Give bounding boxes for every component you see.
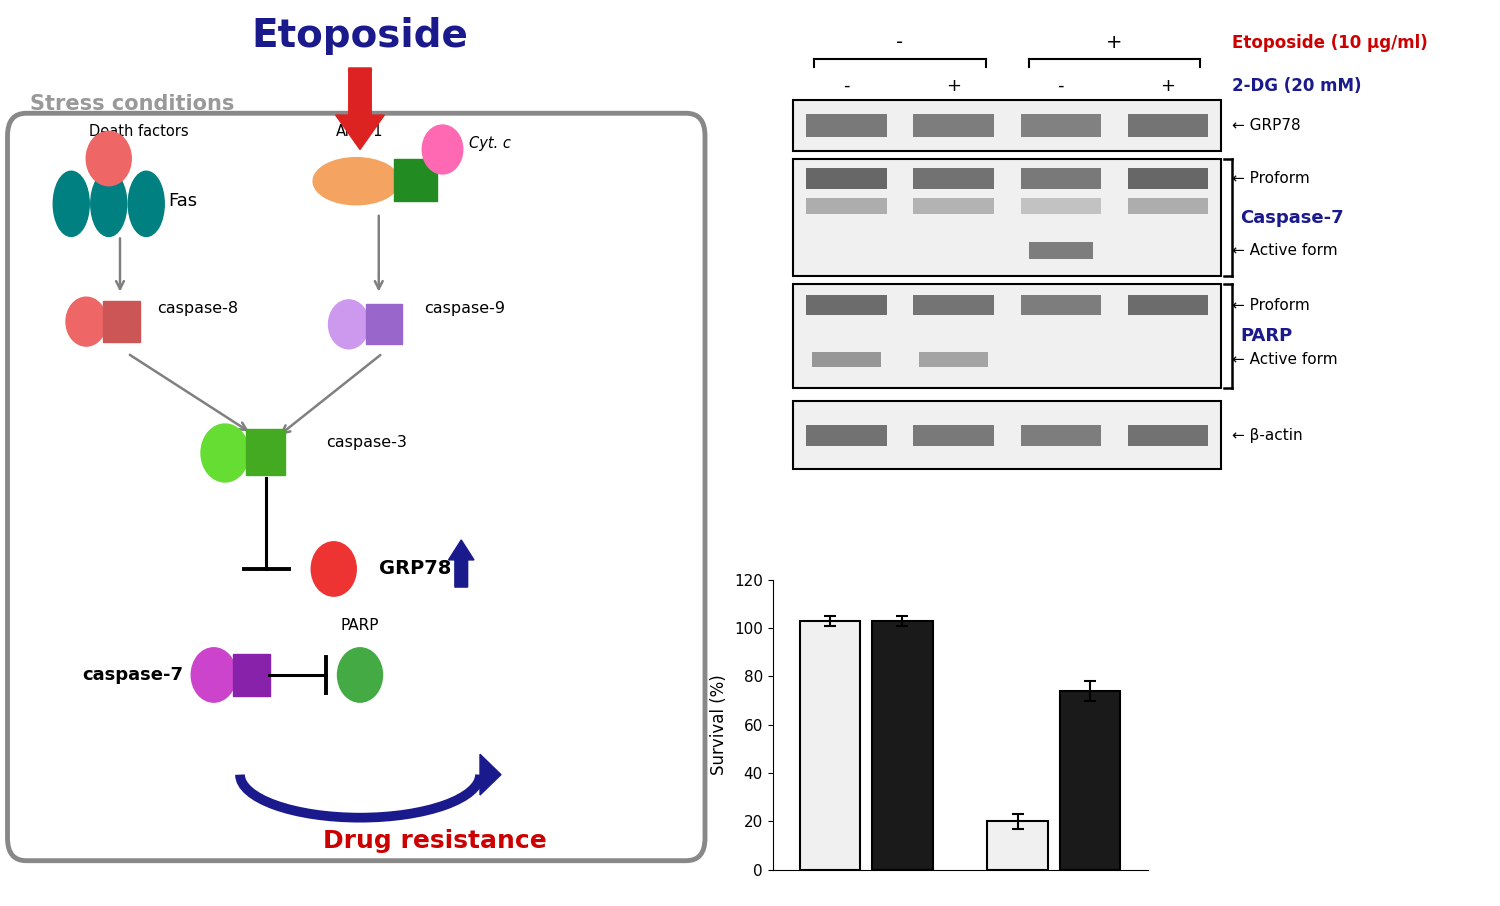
- Ellipse shape: [314, 158, 399, 205]
- Circle shape: [86, 131, 132, 186]
- Bar: [1128, 295, 1208, 315]
- Circle shape: [192, 648, 237, 702]
- Bar: [794, 401, 1221, 469]
- Bar: [794, 284, 1221, 388]
- Bar: [393, 159, 438, 201]
- Bar: [1020, 169, 1101, 188]
- Circle shape: [423, 125, 462, 174]
- Text: Death factors: Death factors: [88, 124, 189, 139]
- Text: caspase-8: caspase-8: [158, 301, 238, 315]
- Bar: [807, 425, 886, 447]
- Text: -: -: [897, 34, 903, 52]
- Bar: [794, 100, 1221, 151]
- Bar: [920, 352, 987, 367]
- Bar: [813, 352, 880, 367]
- FancyArrow shape: [480, 754, 501, 795]
- Bar: [800, 621, 861, 870]
- Text: +: +: [946, 77, 962, 95]
- Circle shape: [312, 542, 357, 596]
- Text: ← Proform: ← Proform: [1232, 171, 1310, 186]
- Bar: [1029, 242, 1094, 259]
- Bar: [807, 295, 886, 315]
- Bar: [1020, 198, 1101, 214]
- Text: caspase-9: caspase-9: [423, 301, 504, 315]
- Text: Cyt. c: Cyt. c: [468, 136, 510, 150]
- Bar: [232, 654, 270, 696]
- Text: +: +: [1106, 34, 1122, 52]
- FancyArrow shape: [448, 540, 474, 587]
- Text: caspase-7: caspase-7: [82, 666, 183, 684]
- Bar: [914, 114, 993, 137]
- Text: Fas: Fas: [168, 192, 198, 210]
- Bar: [794, 159, 1221, 276]
- Text: PARP: PARP: [340, 618, 380, 632]
- Bar: [807, 198, 886, 214]
- Text: caspase-3: caspase-3: [327, 435, 406, 449]
- Text: +: +: [1161, 77, 1176, 95]
- Bar: [1059, 691, 1120, 870]
- Ellipse shape: [90, 171, 126, 236]
- Bar: [1128, 425, 1208, 447]
- Text: -: -: [1058, 77, 1064, 95]
- Ellipse shape: [128, 171, 165, 236]
- Bar: [1020, 114, 1101, 137]
- Text: Afap-1: Afap-1: [336, 124, 384, 139]
- Text: -: -: [843, 77, 849, 95]
- Bar: [987, 822, 1048, 870]
- Bar: [914, 295, 993, 315]
- Text: ← β-actin: ← β-actin: [1232, 429, 1304, 443]
- Ellipse shape: [54, 171, 90, 236]
- Bar: [1128, 114, 1208, 137]
- Bar: [807, 114, 886, 137]
- Text: GRP78: GRP78: [378, 560, 452, 578]
- Bar: [104, 301, 140, 342]
- Circle shape: [338, 648, 382, 702]
- Bar: [807, 169, 886, 188]
- Text: Drug resistance: Drug resistance: [322, 829, 548, 853]
- Y-axis label: Survival (%): Survival (%): [711, 674, 729, 776]
- Text: Stress conditions: Stress conditions: [30, 94, 234, 114]
- Text: Etoposide: Etoposide: [252, 17, 468, 55]
- Bar: [246, 429, 285, 475]
- Bar: [914, 169, 993, 188]
- Bar: [1128, 198, 1208, 214]
- Text: ← Proform: ← Proform: [1232, 298, 1310, 313]
- Text: ← Active form: ← Active form: [1232, 352, 1338, 367]
- Circle shape: [66, 297, 106, 346]
- Text: ← Active form: ← Active form: [1232, 244, 1338, 258]
- FancyBboxPatch shape: [8, 113, 705, 861]
- Text: Caspase-7: Caspase-7: [1240, 209, 1344, 227]
- FancyArrow shape: [336, 68, 384, 149]
- Circle shape: [328, 300, 369, 349]
- Text: PARP: PARP: [1240, 327, 1293, 345]
- Text: ← GRP78: ← GRP78: [1232, 119, 1300, 133]
- Bar: [366, 304, 402, 344]
- Text: 2-DG (20 mM): 2-DG (20 mM): [1232, 77, 1362, 95]
- Text: Etoposide (10 μg/ml): Etoposide (10 μg/ml): [1232, 34, 1428, 52]
- Bar: [1128, 169, 1208, 188]
- Bar: [1020, 425, 1101, 447]
- Circle shape: [201, 424, 249, 482]
- Bar: [1020, 295, 1101, 315]
- Bar: [871, 621, 933, 870]
- Bar: [914, 198, 993, 214]
- Bar: [914, 425, 993, 447]
